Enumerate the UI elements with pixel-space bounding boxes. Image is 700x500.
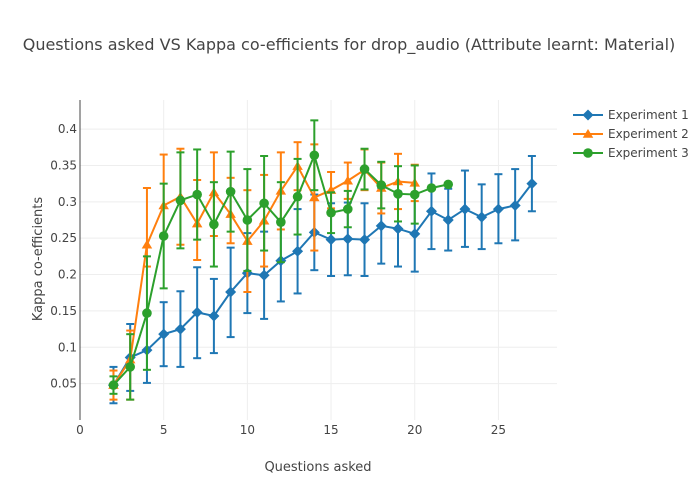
data-point-diamond [425, 205, 437, 217]
data-point-diamond [459, 203, 471, 215]
data-point-circle [309, 150, 320, 161]
legend-item[interactable]: Experiment 1 [573, 108, 689, 122]
data-point-diamond [342, 233, 354, 245]
data-point-diamond [392, 223, 404, 235]
series-1 [107, 155, 538, 405]
data-point-circle [242, 215, 253, 225]
data-point-circle [359, 164, 370, 174]
legend-item[interactable]: Experiment 2 [573, 127, 689, 141]
y-ticks: 0.05 0.1 0.15 0.2 0.25 0.3 0.35 0.4 [50, 122, 77, 391]
y-tick-label: 0.15 [50, 304, 77, 318]
y-tick-label: 0.25 [50, 231, 77, 245]
data-point-triangle [582, 129, 594, 138]
data-point-diamond [409, 228, 421, 240]
data-point-circle [292, 191, 303, 202]
data-point-circle [443, 179, 454, 190]
data-point-circle [192, 189, 202, 200]
data-point-diamond [191, 306, 203, 318]
data-point-diamond [208, 310, 220, 322]
data-point-diamond [174, 323, 186, 335]
x-tick-label: 15 [323, 423, 338, 437]
data-point-diamond [225, 286, 237, 298]
data-point-diamond [476, 211, 488, 223]
data-point-circle [158, 231, 169, 241]
grid [79, 100, 557, 420]
data-point-circle [125, 362, 136, 372]
data-point-circle [142, 308, 152, 318]
data-point-circle [276, 217, 286, 227]
data-point-circle [326, 207, 336, 218]
data-point-circle [409, 189, 420, 200]
data-point-circle [225, 186, 236, 197]
data-point-diamond [158, 328, 170, 340]
data-point-diamond [509, 199, 521, 211]
chart-title: Questions asked VS Kappa co-efficients f… [23, 35, 676, 55]
series-3 [108, 119, 454, 401]
error-bar [142, 187, 151, 268]
legend-label: Experiment 3 [608, 146, 689, 160]
y-tick-label: 0.3 [58, 195, 77, 209]
y-tick-label: 0.35 [50, 158, 77, 172]
data-point-diamond [325, 234, 337, 246]
data-point-circle [376, 180, 387, 190]
series-line [112, 183, 533, 386]
x-axis-label: Questions asked [264, 460, 371, 475]
data-point-diamond [375, 220, 387, 232]
plot-series [107, 119, 538, 405]
legend-label: Experiment 1 [608, 108, 689, 122]
x-tick-label: 20 [407, 423, 422, 437]
data-point-circle [342, 204, 353, 214]
data-point-circle [259, 198, 269, 209]
data-point-circle [393, 189, 403, 199]
legend-item[interactable]: Experiment 3 [573, 146, 689, 160]
data-point-triangle [309, 192, 320, 202]
data-point-diamond [292, 245, 304, 257]
legend-label: Experiment 2 [608, 127, 689, 141]
x-tick-label: 0 [76, 423, 84, 437]
data-point-circle [209, 219, 219, 230]
data-point-circle [583, 148, 593, 158]
data-point-diamond [582, 109, 594, 121]
data-point-circle [426, 183, 437, 193]
x-tick-label: 5 [160, 423, 168, 437]
data-point-circle [175, 195, 186, 206]
x-ticks: 0 5 10 15 20 25 [76, 423, 506, 437]
y-tick-label: 0.4 [58, 122, 77, 136]
data-point-diamond [442, 214, 454, 226]
y-tick-label: 0.05 [50, 377, 77, 391]
data-point-diamond [492, 203, 504, 215]
y-tick-label: 0.2 [58, 268, 77, 282]
data-point-circle [108, 380, 119, 390]
data-point-diamond [359, 234, 371, 246]
data-point-triangle [141, 239, 153, 249]
y-tick-label: 0.1 [58, 340, 77, 354]
data-point-diamond [526, 178, 538, 190]
y-axis-label: Kappa co-efficients [31, 197, 46, 322]
x-tick-label: 10 [240, 423, 255, 437]
data-point-diamond [258, 269, 270, 281]
data-point-triangle [342, 175, 354, 185]
x-tick-label: 25 [491, 423, 506, 437]
legend[interactable]: Experiment 1 Experiment 2 Experiment 3 [573, 108, 689, 160]
